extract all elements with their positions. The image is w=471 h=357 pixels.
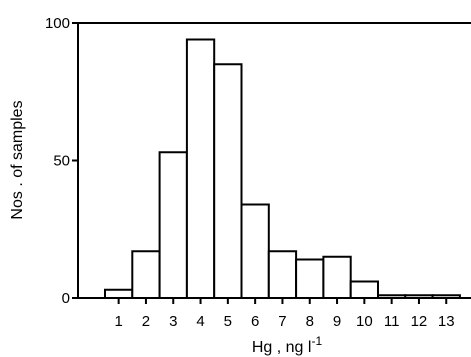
x-tick-label: 6 bbox=[251, 313, 259, 330]
bar-2 bbox=[131, 250, 161, 299]
x-tick-label: 10 bbox=[356, 313, 373, 330]
x-tick-label: 1 bbox=[114, 313, 122, 330]
bar-3 bbox=[158, 151, 188, 299]
bar-9 bbox=[322, 255, 352, 299]
x-tick-label: 13 bbox=[438, 313, 455, 330]
x-tick-label: 12 bbox=[411, 313, 428, 330]
bar-5 bbox=[213, 63, 243, 299]
x-tick-label: 7 bbox=[278, 313, 286, 330]
y-ticks-group: 0 50 100 bbox=[45, 15, 78, 307]
x-tick-label: 3 bbox=[169, 313, 177, 330]
bar-8 bbox=[295, 258, 325, 299]
bar-1 bbox=[104, 288, 134, 299]
bar-10 bbox=[349, 280, 380, 299]
x-tick-label: 2 bbox=[142, 313, 150, 330]
bar-7 bbox=[267, 250, 298, 299]
bar-6 bbox=[240, 203, 270, 299]
x-tick-label: 5 bbox=[224, 313, 232, 330]
x-tick-label: 11 bbox=[384, 313, 400, 330]
y-tick-label: 100 bbox=[45, 15, 70, 32]
y-tick-label: 0 bbox=[62, 290, 70, 307]
x-tick-label: 8 bbox=[306, 313, 314, 330]
x-tick-label: 9 bbox=[333, 313, 341, 330]
x-tick-label: 4 bbox=[196, 313, 204, 330]
x-ticks-group: 1 2 3 4 5 6 7 8 9 10 11 12 13 bbox=[114, 298, 455, 330]
y-axis-label: Nos . of samples bbox=[9, 100, 26, 219]
bar-4 bbox=[185, 38, 216, 299]
x-axis-label: Hg , ng l-1 bbox=[252, 334, 323, 356]
y-tick-label: 50 bbox=[53, 153, 70, 170]
bars-group bbox=[104, 38, 461, 299]
